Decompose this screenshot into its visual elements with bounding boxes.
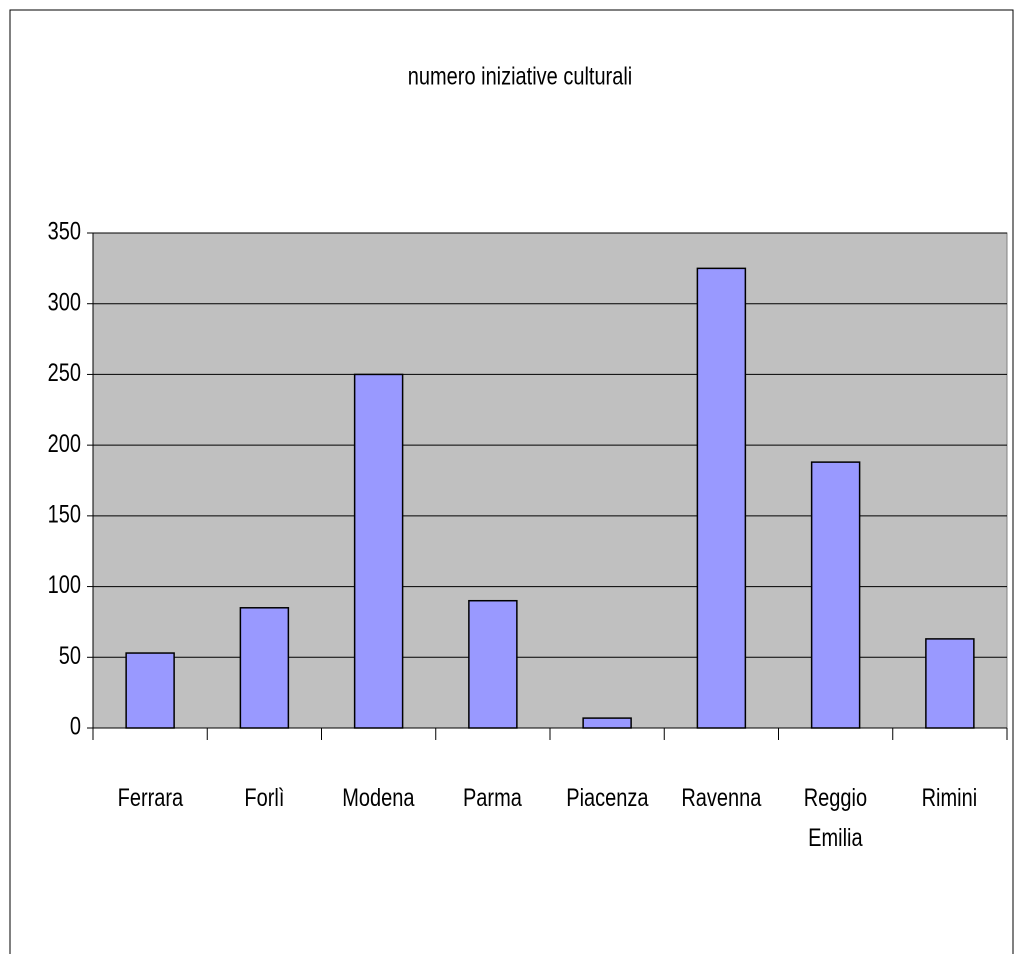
x-tick-label: Ravenna bbox=[681, 784, 762, 812]
bar bbox=[696, 267, 747, 729]
bar bbox=[582, 717, 632, 729]
y-tick-label: 100 bbox=[48, 571, 81, 599]
x-tick-label: Reggio Emilia bbox=[803, 784, 868, 852]
bar bbox=[468, 599, 518, 729]
x-tick-label: Piacenza bbox=[565, 784, 649, 812]
x-tick-label: Ferrara bbox=[117, 784, 183, 812]
x-tick-label: Rimini bbox=[922, 784, 978, 812]
y-tick-label: 150 bbox=[48, 500, 81, 528]
y-tick-label: 350 bbox=[48, 218, 81, 246]
y-tick-label: 300 bbox=[48, 288, 81, 316]
chart-frame bbox=[9, 9, 1014, 954]
plot-area bbox=[92, 232, 1008, 729]
bar bbox=[125, 652, 175, 729]
bar bbox=[239, 607, 290, 729]
bar bbox=[925, 638, 975, 729]
x-tick-label: Forlì bbox=[244, 784, 285, 812]
chart-title: numero iniziative culturali bbox=[408, 63, 632, 91]
y-tick-label: 250 bbox=[48, 359, 81, 387]
bar bbox=[810, 461, 861, 729]
x-tick-label: Parma bbox=[463, 784, 523, 812]
bar bbox=[353, 373, 404, 729]
y-tick-label: 0 bbox=[70, 713, 81, 741]
y-tick-label: 200 bbox=[48, 430, 81, 458]
y-tick-label: 50 bbox=[59, 642, 81, 670]
x-tick-label: Modena bbox=[342, 784, 415, 812]
